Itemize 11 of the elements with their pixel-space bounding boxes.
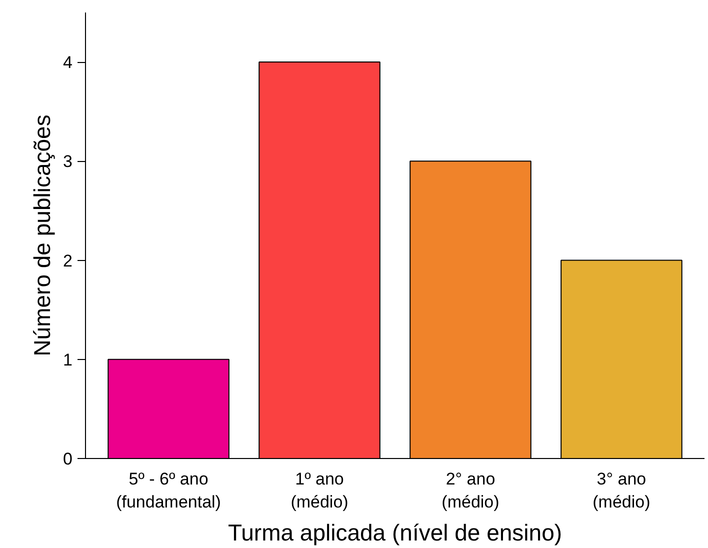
x-axis-title: Turma aplicada (nível de ensino) — [228, 519, 562, 546]
x-tick-label: 1º ano (médio) — [290, 470, 348, 512]
y-tick-label: 3 — [63, 152, 73, 172]
y-tick-label: 2 — [63, 251, 73, 270]
x-tick-label: 3° ano (médio) — [592, 470, 650, 512]
y-axis-title: Número de publicações — [29, 114, 56, 356]
x-tick-label: 2° ano (médio) — [442, 470, 500, 512]
y-tick-label: 4 — [63, 53, 73, 72]
x-tick-label: 5º - 6º ano (fundamental) — [116, 470, 221, 512]
y-tick-label: 1 — [63, 350, 73, 370]
y-tick-label: 0 — [63, 450, 73, 468]
